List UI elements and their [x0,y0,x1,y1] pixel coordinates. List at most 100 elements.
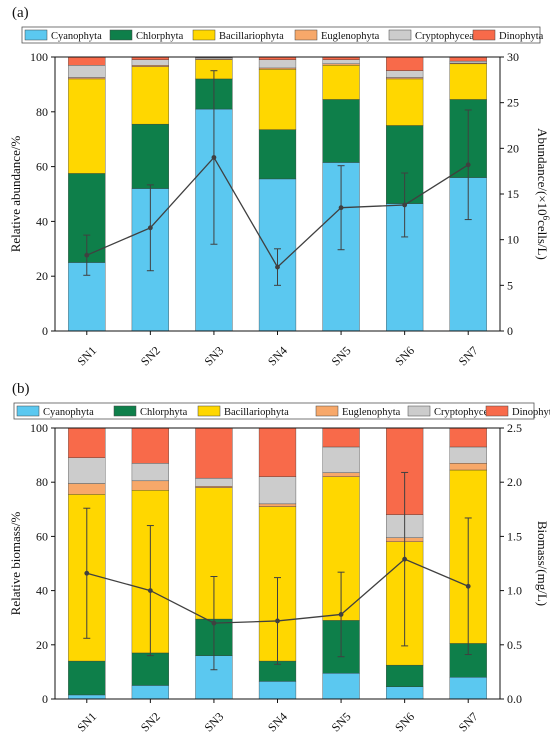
bar-segment [322,446,360,473]
y2-tick-label: 5 [507,278,513,292]
legend-label: Cyanophyta [51,31,102,42]
bar-segment [449,446,487,464]
y2-axis-title-part: cells/L) [535,220,550,260]
y2-tick-label: 0 [507,324,513,338]
bar-segment [322,65,360,100]
bar-segment [386,78,424,126]
y-axis-title: Relative abundance/% [8,136,23,253]
legend-frame [13,402,535,420]
line-point [84,570,90,576]
legend-label: Cyanophyta [43,407,94,418]
bar-segment [68,77,106,80]
legend-label: Chlorphyta [140,407,188,418]
bar-segment [386,686,424,700]
legend-label: Dinophyta [512,407,550,418]
legend-swatch [472,29,496,41]
y-tick-label: 80 [36,105,48,119]
legend: Cyanophyta Chlorphyta Bacillariophyta Eugle… [13,402,550,420]
bar-segment [322,476,360,621]
y-tick-label: 100 [30,421,48,435]
abundance-line [83,471,472,671]
bars [68,427,487,700]
bar-segment [322,673,360,700]
line-point [338,612,344,617]
y-tick-label: 20 [36,269,48,283]
line-point [338,205,344,211]
y2-axis-title-part: Biomass/(mg/L) [535,521,550,606]
line-point [84,252,90,258]
legend-swatch [485,405,509,417]
bar-segment [68,660,106,696]
bar-segment [68,457,106,484]
y-axis-title: Relative biomass/% [8,512,23,616]
bar-segment [258,476,297,505]
line-point [275,618,280,624]
y2-tick-label: 15 [507,187,519,201]
legend-label: Bacillariophyta [219,31,284,42]
y2-tick-label: 1.5 [507,529,522,543]
panel-label: (b) [12,381,30,397]
y2-tick-label: 1.0 [507,584,522,598]
line-point [402,202,408,208]
y2-tick-label: 2.0 [507,475,522,489]
bar-segment [68,427,106,458]
legend-swatch [294,29,318,41]
bar-segment [449,463,487,471]
legend-label: Euglenophyta [342,407,401,418]
bar-segment [449,60,487,64]
y2-tick-label: 30 [507,50,519,64]
bar-segment [449,63,487,100]
bar-segment [131,59,169,66]
bar-segment [322,427,360,448]
bar-segment [258,503,297,507]
legend-swatch [192,29,216,41]
abundance-line [83,70,472,286]
legend: Cyanophyta Chlorphyta Bacillariophyta Eugle… [21,26,544,44]
bar-segment [386,70,424,78]
panel-label: (a) [12,5,29,21]
bar-segment [322,59,360,65]
bar-segment [68,694,106,700]
line-point [147,588,153,593]
bar-segment [195,427,233,479]
line-point [465,583,471,589]
legend-label: Euglenophyta [321,31,380,42]
legend-swatch [407,405,431,417]
legend-label: Chlorphyta [136,31,184,42]
legend-swatch [388,29,412,41]
bar-segment [195,57,233,60]
y2-tick-label: 2.5 [507,421,522,435]
bar-segment [322,99,360,163]
legend-label: Dinophyta [499,31,544,42]
y2-tick-label: 0.0 [507,692,522,706]
bar-segment [386,77,424,80]
y2-axis-title-part: 6 [541,216,550,221]
bar-segment [386,56,424,71]
legend-swatch [16,405,40,417]
y2-tick-label: 20 [507,141,519,155]
bar-segment [68,56,106,66]
bar-segment [195,477,233,487]
bar-segment [131,463,169,482]
legend-swatch [24,29,48,41]
bar-segment [131,65,169,67]
legend-swatch [113,405,137,417]
legend-label: Cryptophyceae [415,31,479,42]
y-tick-label: 60 [36,160,48,174]
y-tick-label: 20 [36,638,48,652]
bar-segment [449,427,487,448]
bar-segment [131,652,169,686]
panel-b: (b) Cyanophyta Chlorphyta Bacillariophyta Eu… [8,381,550,734]
bar-segment [131,66,169,125]
legend-swatch [109,29,133,41]
y2-tick-label: 10 [507,233,519,247]
bar-segment [258,681,297,700]
legend-label: Cryptophyceae [434,407,498,418]
y2-tick-label: 0.5 [507,638,522,652]
legend-swatch [197,405,221,417]
bar-segment [322,63,360,66]
bar-segment [131,427,169,464]
bar-segment [258,427,297,477]
line-point [465,162,471,168]
